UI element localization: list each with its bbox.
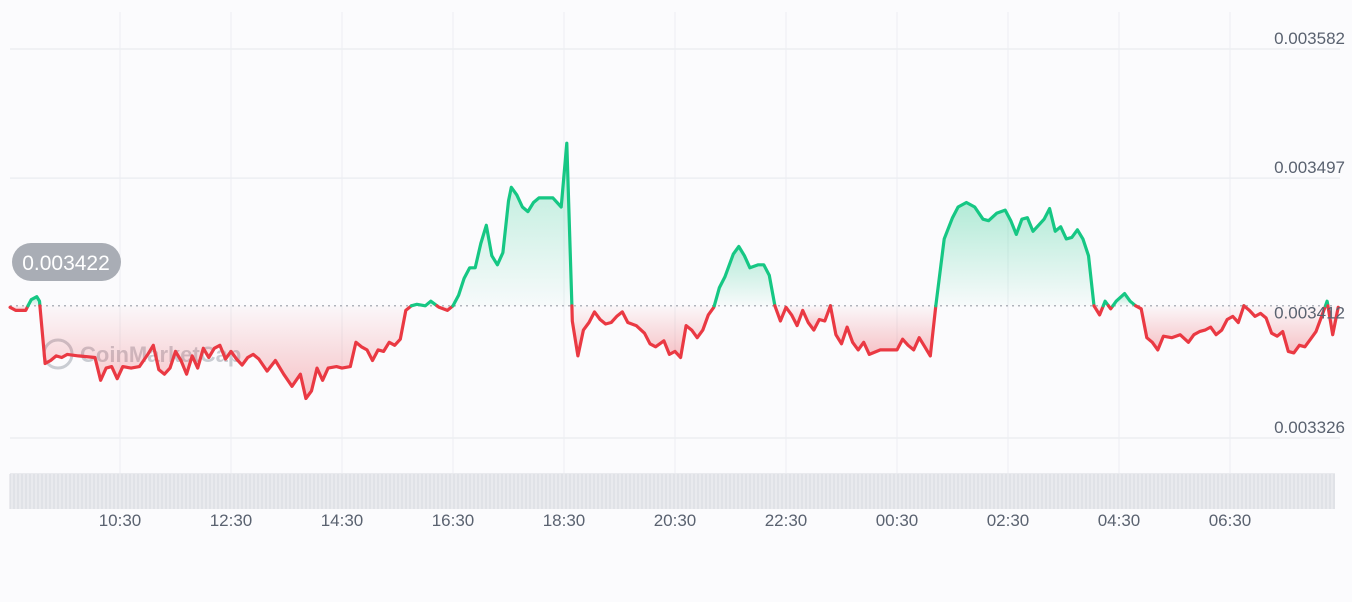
line-segment-down [8, 304, 30, 312]
y-tick-label: 0.003497 [1274, 158, 1345, 177]
line-segment-down [773, 304, 832, 332]
line-segment-down [1242, 304, 1328, 355]
y-axis: 0.003582 0.003497 0.003412 0.003326 [1274, 29, 1345, 437]
line-segment-up [1111, 292, 1138, 308]
y-tick-label: 0.003412 [1274, 303, 1345, 322]
x-tick-label: 20:30 [654, 511, 697, 530]
x-tick-label: 18:30 [543, 511, 586, 530]
reference-badge-bg [12, 243, 121, 281]
line-segment-up [409, 299, 439, 308]
x-tick-label: 02:30 [987, 511, 1030, 530]
line-segment-down [1134, 304, 1246, 352]
x-axis: 10:30 12:30 14:30 16:30 18:30 20:30 22:30 00:30… [99, 511, 1252, 530]
area-below-reference [39, 305, 412, 399]
line-segment-up [1101, 299, 1111, 308]
line-segment-down [435, 304, 455, 312]
line-segment-up [712, 244, 777, 308]
x-tick-label: 16:30 [432, 511, 475, 530]
line-segment-down [1092, 304, 1105, 317]
line-segment-down [828, 304, 938, 358]
volume-strip [9, 473, 1335, 509]
x-tick-label: 22:30 [765, 511, 808, 530]
line-segment-up [934, 200, 1096, 308]
x-tick-label: 04:30 [1098, 511, 1141, 530]
volume-background [10, 473, 1335, 509]
x-tick-label: 06:30 [1209, 511, 1252, 530]
area-above-reference [935, 202, 1094, 306]
area-fill [10, 143, 1339, 399]
price-line [8, 141, 1340, 401]
line-segment-down [570, 304, 716, 360]
x-tick-label: 00:30 [876, 511, 919, 530]
area-above-reference [453, 143, 572, 306]
area-above-reference [714, 246, 775, 306]
line-segment-up [26, 295, 42, 308]
grid [10, 12, 1340, 505]
line-segment-up [451, 141, 574, 308]
area-below-reference [1243, 305, 1326, 353]
x-tick-label: 12:30 [210, 511, 253, 530]
area-below-reference [830, 305, 936, 356]
y-tick-label: 0.003326 [1274, 418, 1345, 437]
y-tick-label: 0.003582 [1274, 29, 1345, 48]
line-segment-down [1326, 304, 1340, 337]
x-tick-label: 10:30 [99, 511, 142, 530]
reference-price-badge: 0.003422 [12, 243, 121, 281]
area-below-reference [1135, 305, 1244, 350]
line-segment-down [38, 304, 413, 401]
reference-badge-label: 0.003422 [22, 252, 110, 275]
x-tick-label: 14:30 [321, 511, 364, 530]
